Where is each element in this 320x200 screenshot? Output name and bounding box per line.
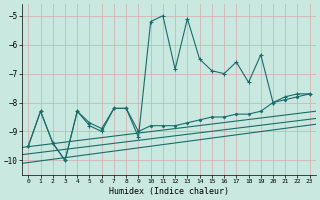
X-axis label: Humidex (Indice chaleur): Humidex (Indice chaleur) [109, 187, 229, 196]
